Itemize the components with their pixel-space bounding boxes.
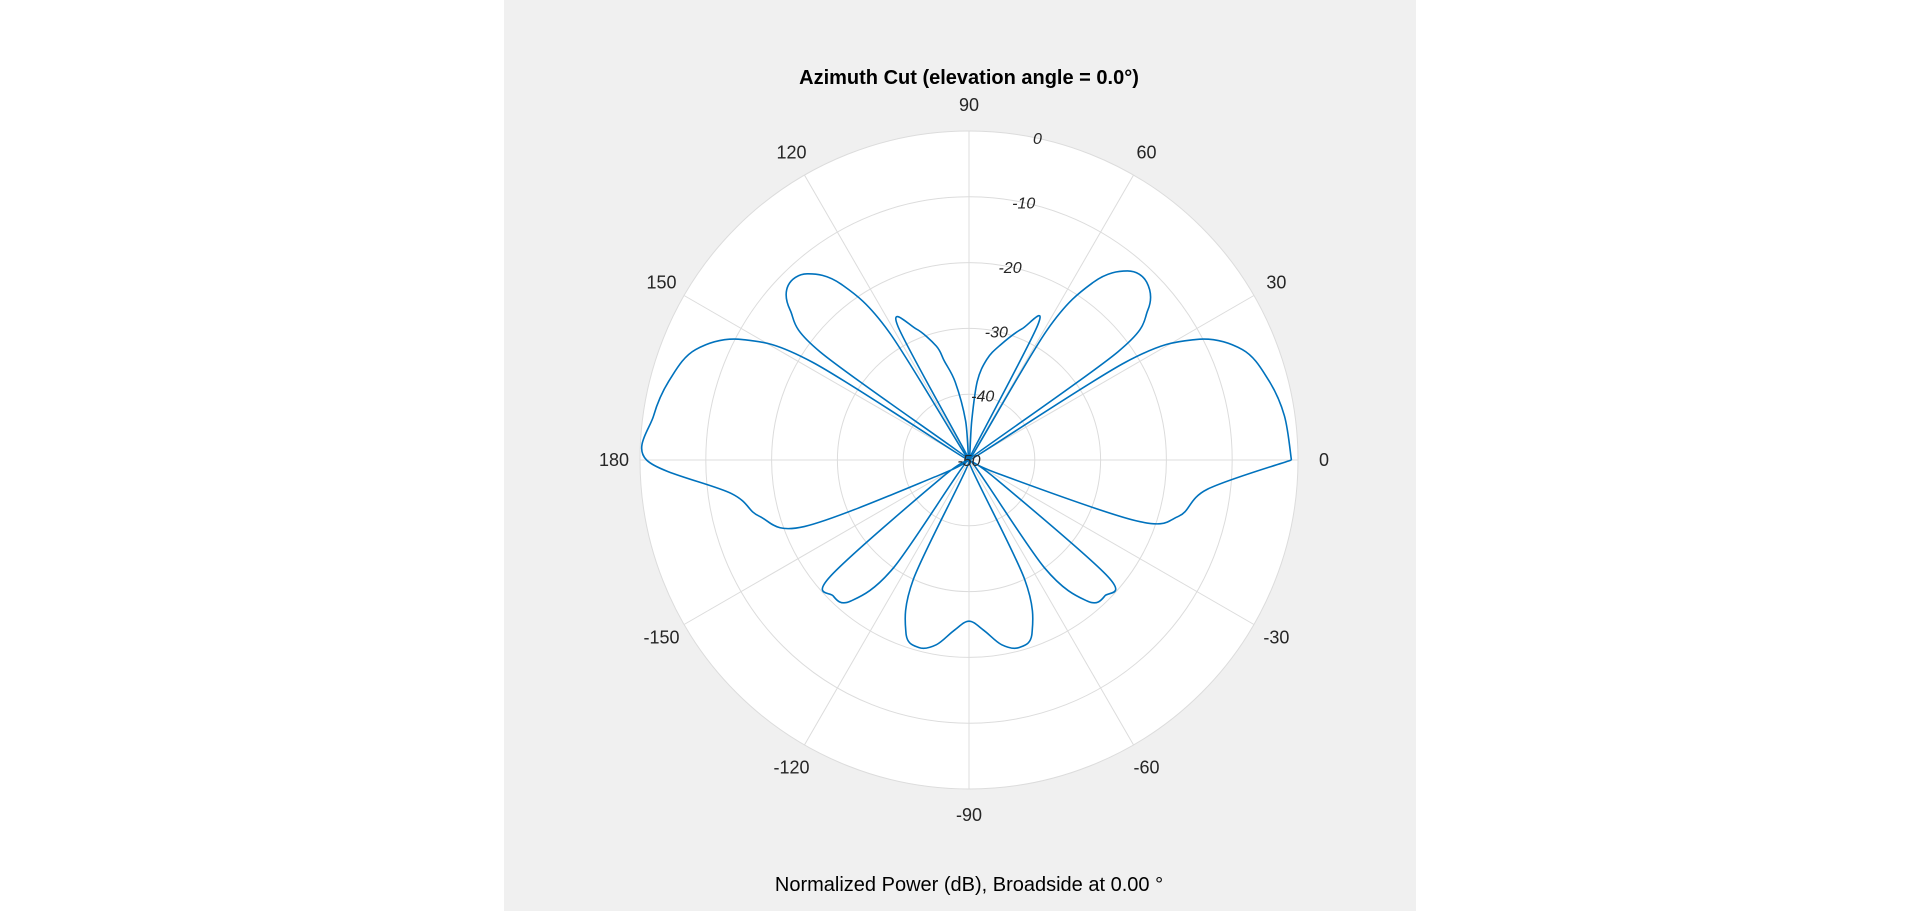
theta-tick-label: 180 — [599, 450, 629, 470]
theta-tick-label: -30 — [1263, 628, 1289, 648]
r-tick-label: -10 — [1012, 196, 1035, 213]
theta-tick-label: -90 — [956, 805, 982, 825]
theta-tick-label: 30 — [1266, 273, 1286, 293]
theta-tick-label: 90 — [959, 95, 979, 115]
pattern-series-line — [640, 270, 1293, 650]
theta-tick-label: -150 — [644, 628, 680, 648]
x-axis-label: Normalized Power (dB), Broadside at 0.00… — [775, 874, 1163, 896]
r-tick-label: -50 — [957, 453, 980, 470]
theta-tick-label: 150 — [647, 273, 677, 293]
theta-tick-label: -60 — [1133, 757, 1159, 777]
r-tick-label: 0 — [1033, 131, 1042, 148]
theta-tick-label: 0 — [1319, 450, 1329, 470]
r-tick-labels: 0 -10 -20 -30 -40 -50 — [957, 131, 1042, 470]
r-tick-label: -40 — [971, 389, 994, 406]
r-tick-label: -30 — [985, 324, 1008, 341]
grid-spoke — [968, 295, 1255, 461]
grid-spoke — [804, 459, 970, 746]
r-tick-label: -20 — [998, 260, 1021, 277]
grid-spoke — [968, 459, 1134, 746]
theta-tick-label: -120 — [773, 757, 809, 777]
grid-spoke — [683, 295, 970, 461]
theta-tick-label: 60 — [1136, 143, 1156, 163]
grid-spoke — [968, 459, 1255, 625]
grid-spoke — [683, 459, 970, 625]
theta-tick-label: 120 — [776, 143, 806, 163]
theta-tick-labels: 0 30 60 90 120 150 180 -150 -120 -90 -60 -30 — [599, 95, 1329, 825]
chart-title: Azimuth Cut (elevation angle = 0.0°) — [799, 67, 1139, 89]
grid-spoke — [804, 174, 970, 461]
